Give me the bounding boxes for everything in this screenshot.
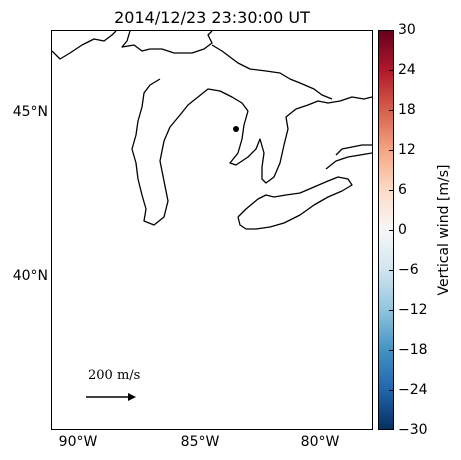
colorbar-tick-label: 0: [398, 222, 407, 238]
colorbar-tick-label: 18: [398, 102, 416, 118]
lon-label-85w: 85°W: [180, 434, 220, 450]
colorbar-tick-label: −18: [398, 342, 428, 358]
colorbar-tick-label: −6: [398, 262, 419, 278]
lake-superior-north-shore: [121, 31, 213, 54]
lake-huron-shoreline: [229, 96, 372, 184]
colorbar-tick-mark: [389, 310, 394, 311]
scale-arrow-label: 200 m/s: [88, 368, 141, 383]
colorbar-tick-label: 12: [398, 142, 416, 158]
lat-label-40: 40°N: [12, 268, 48, 284]
lon-label-90w: 90°W: [58, 434, 98, 450]
colorbar-tick-mark: [389, 150, 394, 151]
lake-erie-shoreline: [237, 176, 353, 230]
lake-michigan-shoreline: [131, 44, 333, 226]
scale-arrow-head: [128, 393, 136, 401]
colorbar-tick-label: 6: [398, 182, 407, 198]
colorbar-tick-mark: [389, 190, 394, 191]
map-panel: [51, 30, 373, 430]
colorbar-tick-label: 30: [398, 22, 416, 38]
colorbar-tick-label: −24: [398, 382, 428, 398]
lat-label-45: 45°N: [12, 104, 48, 120]
station-marker: [233, 126, 239, 132]
coastline-map: [52, 31, 372, 401]
colorbar-tick-label: 24: [398, 62, 416, 78]
colorbar-tick-mark: [389, 110, 394, 111]
colorbar-tick-mark: [389, 70, 394, 71]
lake-superior-shoreline: [52, 31, 117, 60]
colorbar-tick-label: −12: [398, 302, 428, 318]
colorbar-tick-label: −30: [398, 422, 428, 438]
lake-ontario-shoreline: [325, 144, 372, 170]
colorbar-tick-mark: [389, 230, 394, 231]
map-title: 2014/12/23 23:30:00 UT: [114, 8, 310, 27]
colorbar-label: Vertical wind [m/s]: [436, 164, 452, 296]
colorbar-tick-mark: [389, 350, 394, 351]
colorbar-tick-mark: [389, 270, 394, 271]
colorbar-tick-mark: [389, 390, 394, 391]
lon-label-80w: 80°W: [300, 434, 340, 450]
